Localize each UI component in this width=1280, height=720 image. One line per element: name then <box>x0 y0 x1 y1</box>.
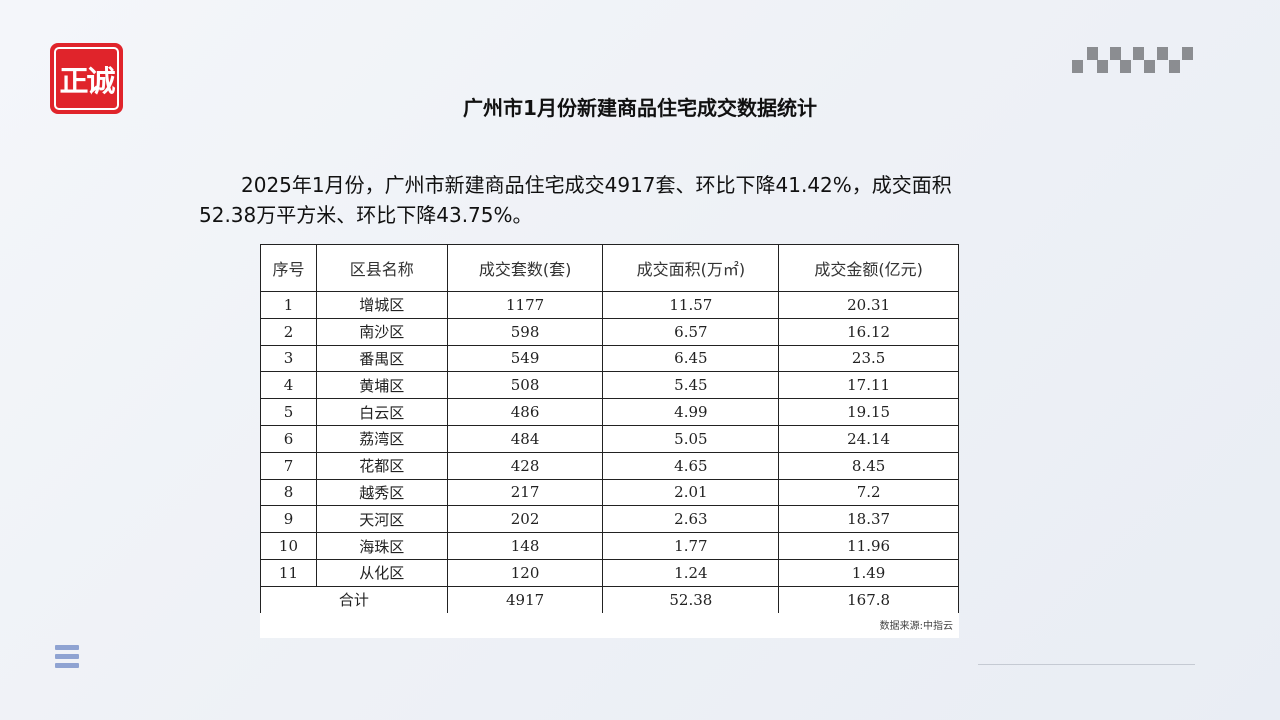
table-cell: 海珠区 <box>315 532 448 560</box>
total-label: 合计 <box>260 585 448 614</box>
table-cell: 19.15 <box>778 398 959 426</box>
table-cell: 5.05 <box>602 424 780 453</box>
table-cell: 1.49 <box>778 558 959 587</box>
table-row: 9 天河区 202 2.63 18.37 <box>260 505 959 534</box>
table-cell: 番禺区 <box>315 344 448 373</box>
table-cell: 428 <box>446 451 604 480</box>
table-cell: 549 <box>446 344 604 373</box>
table-cell: 1.77 <box>602 532 780 560</box>
table-cell: 120 <box>446 558 604 587</box>
table-cell: 2.63 <box>602 505 780 534</box>
table-cell: 2.01 <box>602 478 780 507</box>
table-row: 3 番禺区 549 6.45 23.5 <box>260 344 959 373</box>
table-cell: 3 <box>260 344 317 373</box>
table-cell: 7 <box>260 451 317 480</box>
page-title: 广州市1月份新建商品住宅成交数据统计 <box>463 96 817 120</box>
table-cell: 10 <box>260 532 317 560</box>
table-cell: 11.57 <box>602 291 780 319</box>
total-row: 合计 4917 52.38 167.8 <box>260 585 959 614</box>
table-cell: 5 <box>260 398 317 426</box>
header-cell: 成交金额(亿元) <box>778 244 959 292</box>
table-row: 8 越秀区 217 2.01 7.2 <box>260 478 959 507</box>
summary-paragraph: 2025年1月份，广州市新建商品住宅成交4917套、环比下降41.42%，成交面… <box>199 173 952 227</box>
table-cell: 8.45 <box>778 451 959 480</box>
table-row: 5 白云区 486 4.99 19.15 <box>260 398 959 426</box>
table-cell: 天河区 <box>315 505 448 534</box>
table-row: 10 海珠区 148 1.77 11.96 <box>260 532 959 560</box>
table-cell: 花都区 <box>315 451 448 480</box>
table-cell: 2 <box>260 317 317 346</box>
table-cell: 24.14 <box>778 424 959 453</box>
table-cell: 18.37 <box>778 505 959 534</box>
table-row: 1 增城区 1177 11.57 20.31 <box>260 291 959 319</box>
table-cell: 484 <box>446 424 604 453</box>
table-cell: 1.24 <box>602 558 780 587</box>
zhengcheng-logo: 正诚 <box>50 43 123 114</box>
table-cell: 217 <box>446 478 604 507</box>
total-units: 4917 <box>446 585 604 614</box>
table-cell: 越秀区 <box>315 478 448 507</box>
table-cell: 486 <box>446 398 604 426</box>
table-cell: 23.5 <box>778 344 959 373</box>
table-cell: 从化区 <box>315 558 448 587</box>
table-cell: 598 <box>446 317 604 346</box>
table-cell: 508 <box>446 371 604 400</box>
table-cell: 荔湾区 <box>315 424 448 453</box>
table-cell: 202 <box>446 505 604 534</box>
table-cell: 20.31 <box>778 291 959 319</box>
table-cell: 11 <box>260 558 317 587</box>
header-cell: 成交面积(万㎡) <box>602 244 780 292</box>
table-cell: 8 <box>260 478 317 507</box>
transaction-table: 序号 区县名称 成交套数(套) 成交面积(万㎡) 成交金额(亿元) 1 增城区 11… <box>260 244 959 614</box>
table-cell: 4.65 <box>602 451 780 480</box>
table-cell: 南沙区 <box>315 317 448 346</box>
table-cell: 黄埔区 <box>315 371 448 400</box>
header-cell: 序号 <box>260 244 317 292</box>
header-cell: 区县名称 <box>315 244 448 292</box>
table-cell: 5.45 <box>602 371 780 400</box>
divider-line <box>978 664 1195 665</box>
table-cell: 16.12 <box>778 317 959 346</box>
table-cell: 9 <box>260 505 317 534</box>
table-cell: 6.57 <box>602 317 780 346</box>
data-source-note: 数据来源:中指云 <box>260 613 959 638</box>
table-row: 4 黄埔区 508 5.45 17.11 <box>260 371 959 400</box>
total-area: 52.38 <box>602 585 780 614</box>
table-cell: 148 <box>446 532 604 560</box>
table-cell: 白云区 <box>315 398 448 426</box>
table-row: 11 从化区 120 1.24 1.49 <box>260 558 959 587</box>
total-amount: 167.8 <box>778 585 959 614</box>
table-cell: 7.2 <box>778 478 959 507</box>
menu-icon[interactable] <box>55 645 79 672</box>
table-row: 6 荔湾区 484 5.05 24.14 <box>260 424 959 453</box>
logo-text: 正诚 <box>54 47 119 110</box>
table-header-row: 序号 区县名称 成交套数(套) 成交面积(万㎡) 成交金额(亿元) <box>260 244 959 292</box>
table-cell: 6 <box>260 424 317 453</box>
table-cell: 增城区 <box>315 291 448 319</box>
table-row: 7 花都区 428 4.65 8.45 <box>260 451 959 480</box>
table-cell: 1 <box>260 291 317 319</box>
table-cell: 1177 <box>446 291 604 319</box>
table-cell: 6.45 <box>602 344 780 373</box>
header-cell: 成交套数(套) <box>446 244 604 292</box>
table-row: 2 南沙区 598 6.57 16.12 <box>260 317 959 346</box>
table-cell: 4.99 <box>602 398 780 426</box>
table-cell: 4 <box>260 371 317 400</box>
table-cell: 11.96 <box>778 532 959 560</box>
table-cell: 17.11 <box>778 371 959 400</box>
